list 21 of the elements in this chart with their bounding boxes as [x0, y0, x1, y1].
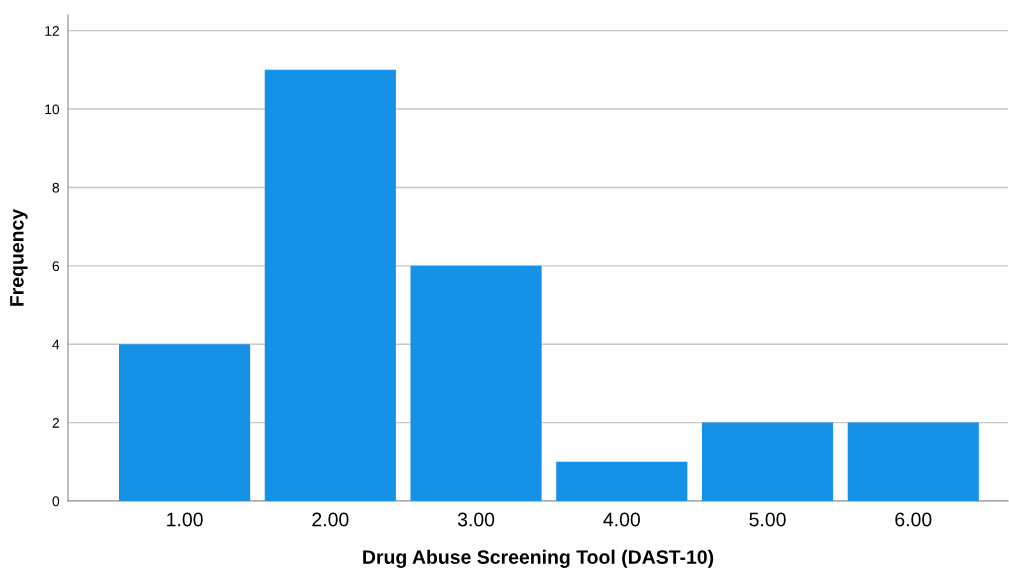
- bar: [847, 422, 979, 501]
- y-tick-label: 0: [52, 496, 60, 507]
- bar: [119, 344, 251, 501]
- bar: [556, 461, 688, 501]
- y-axis-title: Frequency: [10, 208, 28, 306]
- x-tick-label: 2.00: [312, 512, 349, 527]
- x-axis-title: Drug Abuse Screening Tool (DAST-10): [363, 549, 714, 568]
- y-tick-label: 6: [52, 261, 60, 272]
- bar: [264, 69, 396, 501]
- x-tick-label: 1.00: [167, 512, 203, 527]
- bar: [410, 265, 542, 501]
- y-tick-label: 8: [52, 182, 60, 193]
- y-tick-label: 12: [45, 26, 59, 36]
- bar: [701, 422, 834, 501]
- x-tick-label: 3.00: [457, 512, 495, 527]
- y-tick-label: 4: [52, 339, 60, 350]
- y-tick-label: 10: [45, 104, 60, 115]
- x-tick-label: 4.00: [603, 512, 640, 527]
- y-tick-label: 2: [52, 417, 59, 428]
- x-tick-label: 6.00: [895, 512, 932, 527]
- x-tick-label: 5.00: [749, 512, 786, 527]
